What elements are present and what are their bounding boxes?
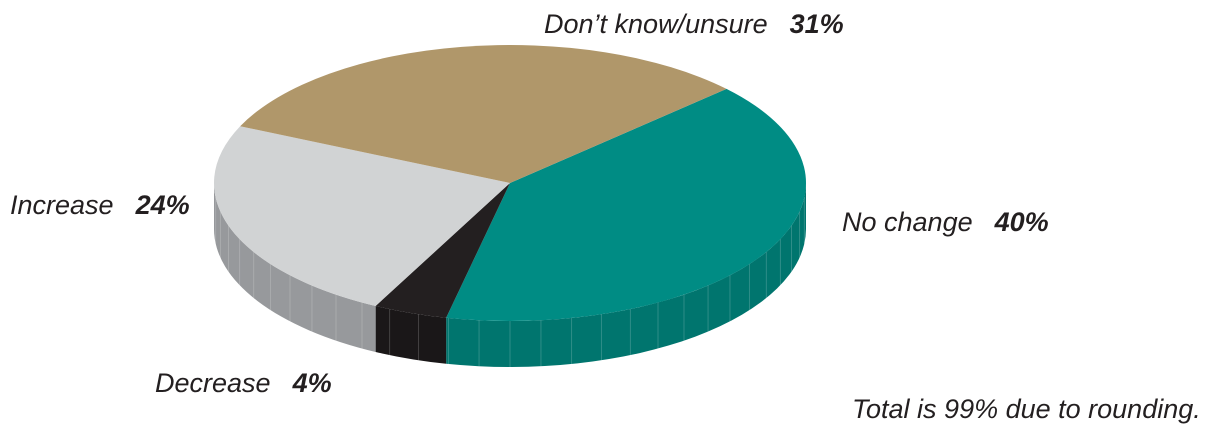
rounding-note: Total is 99% due to rounding. bbox=[852, 394, 1201, 424]
label-dont-know-value: 31% bbox=[789, 9, 844, 39]
label-increase-value: 24% bbox=[135, 190, 190, 220]
pie-slice-don-t-know-unsure bbox=[240, 44, 727, 183]
label-increase: Increase 24% bbox=[10, 192, 190, 219]
pie-side-decrease bbox=[375, 305, 447, 364]
pie-side-walls bbox=[214, 183, 806, 367]
label-no-change-value: 40% bbox=[994, 207, 1049, 237]
pie-side-increase bbox=[214, 183, 376, 352]
label-decrease-name: Decrease bbox=[155, 368, 271, 398]
label-no-change: No change 40% bbox=[842, 209, 1049, 236]
pie-side-no-change bbox=[446, 183, 806, 367]
label-decrease: Decrease 4% bbox=[155, 370, 332, 397]
label-increase-name: Increase bbox=[10, 190, 114, 220]
label-decrease-value: 4% bbox=[292, 368, 332, 398]
pie-top-slices bbox=[214, 44, 807, 322]
label-dont-know-name: Don’t know/unsure bbox=[544, 9, 768, 39]
label-dont-know: Don’t know/unsure 31% bbox=[544, 11, 844, 38]
pie-slice-no-change bbox=[446, 88, 807, 322]
pie-slice-increase bbox=[214, 126, 510, 306]
pie-slice-decrease bbox=[375, 183, 510, 318]
label-no-change-name: No change bbox=[842, 207, 973, 237]
